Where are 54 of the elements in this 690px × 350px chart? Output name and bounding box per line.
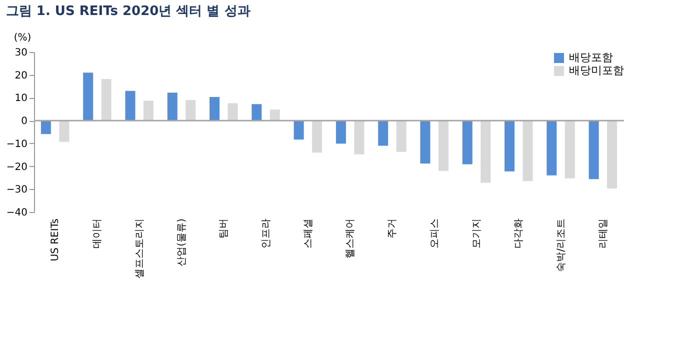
bar — [522, 120, 533, 182]
x-tick-label: 모기지 — [472, 218, 482, 248]
bar — [167, 92, 178, 121]
bar — [378, 120, 388, 146]
y-tick-label: −20 — [6, 162, 28, 173]
x-tick-label: 리테일 — [598, 218, 609, 248]
y-axis-title: (%) — [14, 32, 32, 44]
chart-title: 그림 1. US REITs 2020년 섹터 별 성과 — [6, 4, 250, 19]
bar — [420, 120, 430, 164]
bar — [438, 120, 448, 171]
x-tick-label: US REITs — [50, 218, 62, 262]
bar — [294, 120, 304, 140]
bar — [210, 97, 220, 121]
bar — [354, 120, 364, 154]
y-tick-label: 10 — [14, 93, 28, 104]
x-tick-label: 숙박/리조트 — [556, 218, 567, 272]
bar — [40, 120, 51, 134]
bar — [480, 120, 491, 183]
y-tick-label: 20 — [14, 70, 28, 82]
bar — [588, 120, 599, 180]
bar — [462, 120, 472, 164]
bar — [83, 72, 94, 121]
bar — [252, 104, 262, 121]
y-tick-label: −10 — [6, 138, 28, 150]
bar — [396, 120, 406, 152]
bar — [504, 120, 515, 172]
bar — [59, 120, 70, 142]
x-tick-label: 다각화 — [514, 218, 525, 248]
x-tick-label: 스페셜 — [302, 218, 314, 248]
y-tick-label: −40 — [6, 208, 28, 218]
bar — [186, 100, 196, 121]
bar — [101, 78, 112, 121]
bar — [125, 90, 136, 121]
legend-label: 배당포함 — [569, 51, 613, 64]
bar — [228, 103, 238, 121]
bar — [546, 120, 557, 176]
bar — [143, 100, 154, 121]
x-tick-label: 셀프스토리지 — [134, 218, 146, 278]
x-tick-label: 산업(물류) — [176, 218, 188, 266]
y-tick-label: 0 — [21, 116, 28, 128]
bar — [607, 120, 618, 188]
legend-label: 배당미포함 — [569, 64, 624, 77]
x-tick-label: 데이터 — [92, 218, 104, 248]
bar — [564, 120, 575, 178]
y-tick-label: 30 — [14, 48, 28, 58]
x-tick-label: 인프라 — [260, 218, 272, 248]
bar — [312, 120, 322, 153]
bar — [270, 110, 280, 121]
x-tick-label: 오피스 — [429, 218, 440, 248]
x-tick-label: 팀버 — [218, 218, 230, 238]
bar — [336, 120, 346, 144]
x-tick-label: 헬스케어 — [345, 218, 356, 258]
y-tick-label: −30 — [6, 184, 28, 196]
x-tick-label: 주거 — [387, 218, 398, 238]
